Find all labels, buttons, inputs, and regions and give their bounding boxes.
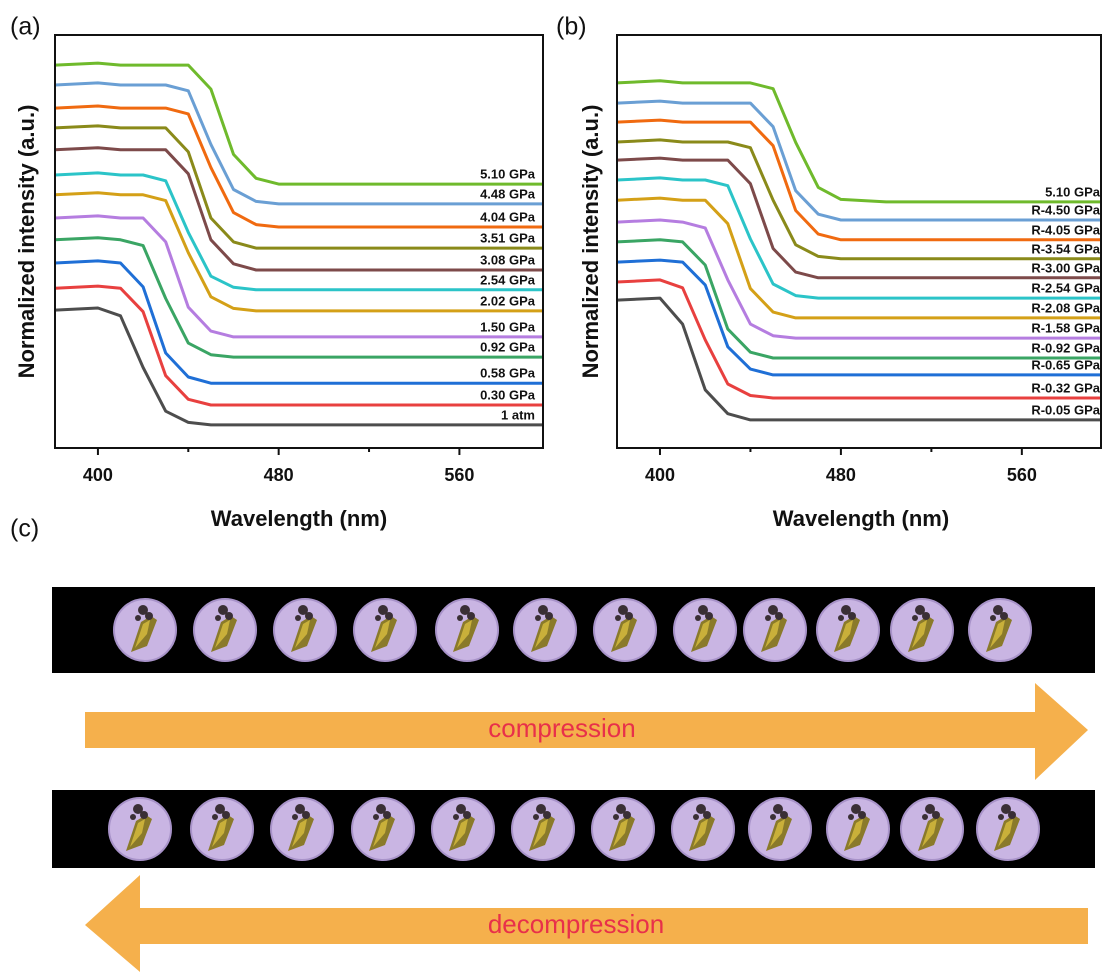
series-label: R-2.54 GPa [1031, 281, 1100, 296]
series-label: 5.10 GPa [480, 167, 536, 182]
series-label: R-3.54 GPa [1031, 241, 1100, 256]
series-label: 0.58 GPa [480, 366, 536, 381]
y-axis-title: Normalized intensity (a.u.) [14, 105, 39, 379]
y-axis-title: Normalized intensity (a.u.) [578, 105, 603, 379]
series-line [55, 286, 543, 405]
series-line [55, 261, 543, 383]
panel-label: (a) [10, 13, 41, 41]
plot-area [617, 81, 1101, 420]
plot-area [55, 63, 543, 425]
series-label: 1 atm [501, 407, 535, 422]
x-tick-label: 400 [83, 465, 113, 485]
x-tick-label: 480 [826, 465, 856, 485]
series-line [55, 106, 543, 227]
series-line [55, 126, 543, 248]
x-tick-label: 480 [264, 465, 294, 485]
arrow-label: decompression [488, 909, 664, 939]
series-line [55, 148, 543, 270]
x-axis-title: Wavelength (nm) [211, 506, 387, 531]
series-label: 2.02 GPa [480, 293, 536, 308]
series-line [55, 83, 543, 204]
series-label: 4.48 GPa [480, 186, 536, 201]
series-label: R-1.58 GPa [1031, 321, 1100, 336]
page: {"chart_data": [ {"type": "line", "panel… [0, 0, 1102, 974]
x-tick-label: 560 [444, 465, 474, 485]
arrow-label: compression [488, 713, 635, 743]
series-label: 0.92 GPa [480, 340, 536, 355]
panel-label: (b) [556, 13, 587, 41]
series-label: R-4.50 GPa [1031, 202, 1100, 217]
series-label: 4.04 GPa [480, 209, 536, 224]
figure: (c) compression decompression (a) Wavelen… [0, 0, 1102, 974]
series-label: 3.51 GPa [480, 231, 536, 246]
series-label: R-0.92 GPa [1031, 340, 1100, 355]
series-label: 0.30 GPa [480, 387, 536, 402]
series-line [55, 193, 543, 311]
series-label: R-2.08 GPa [1031, 300, 1100, 315]
series-line [55, 63, 543, 184]
series-label: 3.08 GPa [480, 252, 536, 267]
series-line [55, 308, 543, 425]
series-label: 2.54 GPa [480, 272, 536, 287]
x-tick-label: 400 [645, 465, 675, 485]
panel-label: (c) [10, 515, 39, 543]
series-line [55, 216, 543, 337]
x-axis-title: Wavelength (nm) [773, 506, 949, 531]
x-tick-label: 560 [1007, 465, 1037, 485]
series-label: R-0.32 GPa [1031, 380, 1100, 395]
series-label: R-4.05 GPa [1031, 222, 1100, 237]
series-line [617, 178, 1101, 298]
series-label: 5.10 GPa [1045, 184, 1101, 199]
series-label: 1.50 GPa [480, 319, 536, 334]
plot-frame [617, 35, 1101, 448]
series-label: R-3.00 GPa [1031, 260, 1100, 275]
series-label: R-0.05 GPa [1031, 402, 1100, 417]
series-label: R-0.65 GPa [1031, 357, 1100, 372]
